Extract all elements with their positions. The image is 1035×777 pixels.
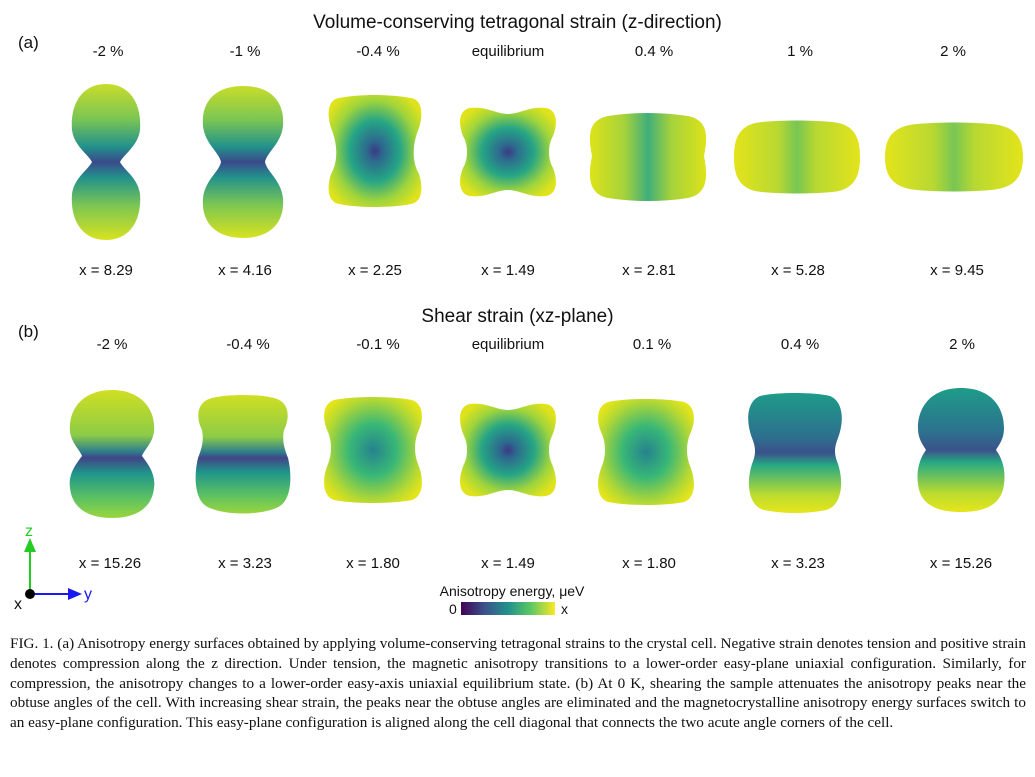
panel-b-x-1: x = 15.26 bbox=[78, 555, 142, 572]
z-axis-label: z bbox=[25, 523, 33, 540]
colorbar bbox=[461, 602, 555, 615]
panel-a-title: Volume-conserving tetragonal strain (z-d… bbox=[313, 12, 722, 33]
panel-a-x-4: x = 1.49 bbox=[481, 262, 535, 279]
panel-b-col-4: equilibrium bbox=[471, 336, 545, 353]
panel-b-x-4: x = 1.49 bbox=[481, 555, 535, 572]
panel-a-col-3: -0.4 % bbox=[356, 43, 400, 60]
panel-b-col-3: -0.1 % bbox=[356, 336, 400, 353]
surface-a-3 bbox=[328, 95, 422, 207]
panel-b-title: Shear strain (xz-plane) bbox=[421, 306, 614, 327]
panel-b-col-1: -2 % bbox=[96, 336, 128, 353]
surface-b-6 bbox=[748, 393, 842, 513]
panel-b-x-3: x = 1.80 bbox=[346, 555, 400, 572]
colorbar-title: Anisotropy energy, μeV bbox=[439, 583, 585, 599]
panel-b-col-6: 0.4 % bbox=[780, 336, 820, 353]
panel-b-x-7: x = 15.26 bbox=[929, 555, 993, 572]
panel-a-col-7: 2 % bbox=[940, 43, 966, 60]
surface-a-1 bbox=[71, 84, 141, 240]
y-axis-label: y bbox=[84, 586, 92, 603]
colorbar-max: x bbox=[561, 601, 568, 617]
surface-a-7 bbox=[885, 122, 1023, 192]
x-axis-label: x bbox=[14, 596, 22, 613]
surface-a-5 bbox=[589, 113, 707, 201]
figure-caption: FIG. 1. (a) Anisotropy energy surfaces o… bbox=[10, 634, 1026, 733]
panel-a-col-2: -1 % bbox=[229, 43, 261, 60]
x-axis-dot bbox=[25, 589, 35, 599]
panel-a-x-3: x = 2.25 bbox=[348, 262, 402, 279]
surface-b-3 bbox=[324, 397, 422, 503]
surface-b-1 bbox=[69, 390, 155, 518]
y-axis-arrow bbox=[68, 588, 82, 600]
caption-text: (a) Anisotropy energy surfaces obtained … bbox=[10, 635, 1026, 732]
panel-a-col-6: 1 % bbox=[787, 43, 813, 60]
panel-a-x-1: x = 8.29 bbox=[79, 262, 133, 279]
panel-a-col-5: 0.4 % bbox=[634, 43, 674, 60]
panel-b-x-5: x = 1.80 bbox=[622, 555, 676, 572]
colorbar-min: 0 bbox=[449, 601, 457, 617]
panel-a-col-1: -2 % bbox=[92, 43, 124, 60]
panel-b-col-5: 0.1 % bbox=[632, 336, 672, 353]
caption-label: FIG. 1. bbox=[10, 635, 54, 652]
surface-a-4 bbox=[460, 107, 556, 197]
panel-b-x-2: x = 3.23 bbox=[218, 555, 272, 572]
z-axis-arrow bbox=[24, 538, 36, 552]
surface-b-2 bbox=[195, 395, 291, 514]
surface-b-5 bbox=[598, 399, 694, 505]
panel-a-x-6: x = 5.28 bbox=[771, 262, 825, 279]
panel-a-x-7: x = 9.45 bbox=[930, 262, 984, 279]
surface-b-4 bbox=[460, 403, 556, 497]
panel-a-x-5: x = 2.81 bbox=[622, 262, 676, 279]
panel-a-col-4: equilibrium bbox=[471, 43, 545, 60]
surface-b-7 bbox=[917, 388, 1005, 512]
panel-b-col-7: 2 % bbox=[949, 336, 975, 353]
panel-b-label: (b) bbox=[18, 322, 39, 341]
panel-b-x-6: x = 3.23 bbox=[771, 555, 825, 572]
surface-a-6 bbox=[734, 120, 860, 194]
axis-triad bbox=[24, 538, 82, 600]
surface-a-2 bbox=[202, 86, 284, 238]
panel-a-x-2: x = 4.16 bbox=[218, 262, 272, 279]
panel-a-label: (a) bbox=[18, 33, 39, 52]
panel-b-col-2: -0.4 % bbox=[226, 336, 270, 353]
